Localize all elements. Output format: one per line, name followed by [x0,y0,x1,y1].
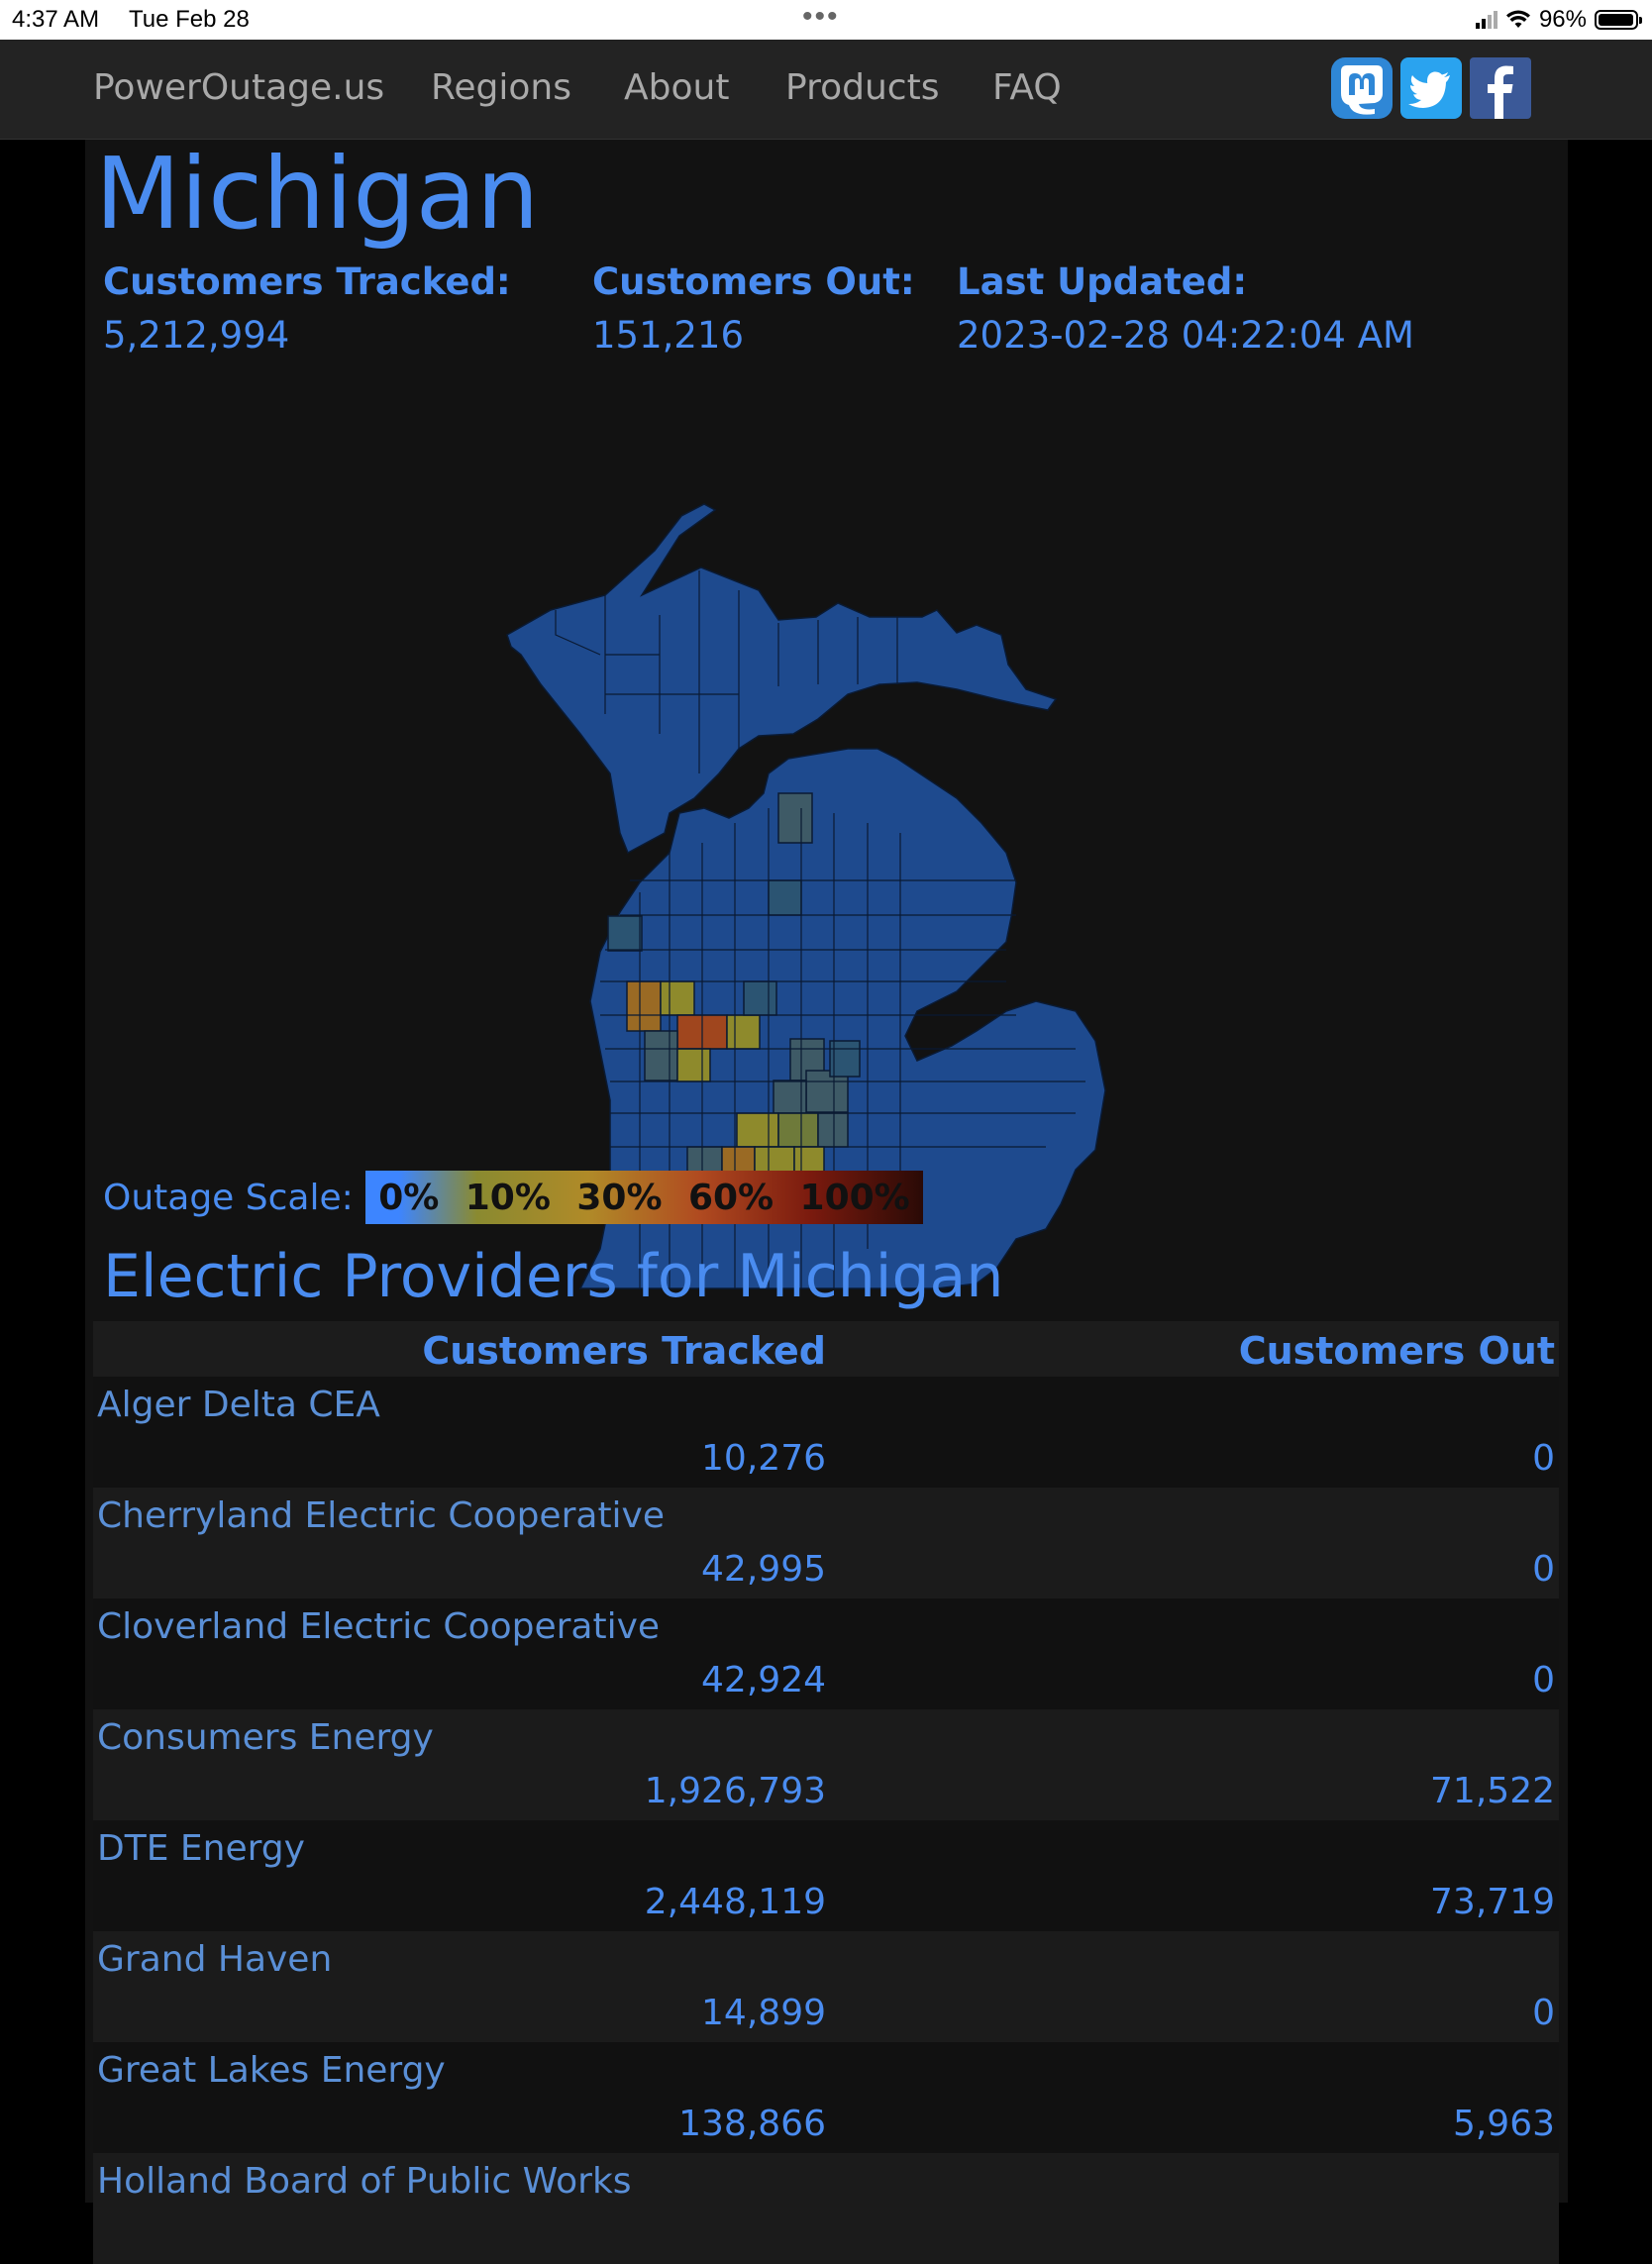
scale-stop-30: 30% [576,1177,663,1218]
multitasking-dots-icon[interactable]: ••• [802,0,840,33]
last-updated-label: Last Updated: [957,260,1248,303]
provider-out: 0 [1532,1549,1555,1590]
scale-stop-60: 60% [687,1177,774,1218]
provider-link[interactable]: Consumers Energy [97,1717,434,1758]
county-st-clair [829,1040,861,1078]
table-row: Grand Haven 14,899 0 [93,1931,1559,2042]
county-kent [644,1030,678,1081]
scale-stop-100: 100% [799,1177,910,1218]
mastodon-icon[interactable] [1331,57,1393,119]
county-mason [607,915,643,952]
table-row: DTE Energy 2,448,119 73,719 [93,1820,1559,1931]
provider-out: 71,522 [1430,1771,1555,1811]
customers-tracked-value: 5,212,994 [103,314,290,357]
nav-products-link[interactable]: Products [785,67,940,108]
col-customers-out[interactable]: Customers Out [1238,1329,1555,1373]
nav-about-link[interactable]: About [624,67,730,108]
customers-tracked-label: Customers Tracked: [103,260,511,303]
county-calhoun [736,1112,779,1148]
county-roscommon [768,879,802,916]
provider-tracked: 42,924 [701,1660,826,1700]
outage-scale-bar: 0% 10% 30% 60% 100% [365,1171,923,1224]
last-updated-value: 2023-02-28 04:22:04 AM [957,314,1414,357]
nav-home-link[interactable]: PowerOutage.us [93,67,385,108]
nav-faq-link[interactable]: FAQ [992,67,1062,108]
county-wayne [817,1112,849,1148]
provider-tracked: 42,995 [701,1549,826,1590]
table-row: Holland Board of Public Works [93,2153,1559,2264]
top-navbar: PowerOutage.us Regions About Products FA… [0,40,1652,140]
table-row: Great Lakes Energy 138,866 5,963 [93,2042,1559,2153]
provider-tracked: 14,899 [701,1993,826,2033]
provider-tracked: 2,448,119 [644,1882,826,1922]
provider-out: 5,963 [1452,2104,1555,2144]
provider-out: 0 [1532,1438,1555,1479]
provider-tracked: 138,866 [678,2104,826,2144]
main-panel: Michigan Customers Tracked: 5,212,994 Cu… [85,136,1568,2264]
provider-out: 73,719 [1430,1882,1555,1922]
customers-out-label: Customers Out: [592,260,915,303]
status-date: Tue Feb 28 [129,6,250,33]
provider-link[interactable]: Great Lakes Energy [97,2050,446,2091]
scale-stop-10: 10% [465,1177,551,1218]
customers-out-value: 151,216 [592,314,745,357]
provider-link[interactable]: DTE Energy [97,1828,305,1869]
scale-stop-0: 0% [378,1177,440,1218]
battery-percent: 96% [1538,6,1587,33]
provider-tracked: 10,276 [701,1438,826,1479]
wifi-icon [1505,10,1530,28]
county-cheboygan [777,792,813,844]
outage-map[interactable] [422,358,1313,1308]
provider-link[interactable]: Grand Haven [97,1939,333,1980]
upper-peninsula [506,503,1058,855]
provider-link[interactable]: Cherryland Electric Cooperative [97,1495,666,1536]
county-ionia [676,1048,711,1082]
page-title: Michigan [95,136,540,252]
provider-out: 0 [1532,1660,1555,1700]
providers-heading: Electric Providers for Michigan [103,1242,1004,1311]
county-gratiot [726,1014,761,1050]
cellular-signal-icon [1475,11,1497,29]
col-customers-tracked[interactable]: Customers Tracked [422,1329,826,1373]
status-bar: 4:37 AM Tue Feb 28 ••• 96% [0,0,1652,40]
provider-tracked: 1,926,793 [644,1771,826,1811]
table-row: Alger Delta CEA 10,276 0 [93,1377,1559,1488]
county-isabella [743,980,777,1016]
table-row: Cloverland Electric Cooperative 42,924 0 [93,1598,1559,1709]
nav-regions-link[interactable]: Regions [431,67,571,108]
county-newaygo [626,980,662,1032]
table-row: Cherryland Electric Cooperative 42,995 0 [93,1488,1559,1598]
provider-link[interactable]: Cloverland Electric Cooperative [97,1606,661,1647]
provider-link[interactable]: Holland Board of Public Works [97,2161,632,2202]
outage-scale-label: Outage Scale: [103,1178,354,1218]
twitter-icon[interactable] [1400,57,1462,119]
status-time: 4:37 AM [12,6,100,33]
table-header: Customers Tracked Customers Out [93,1321,1559,1377]
battery-icon [1595,10,1642,30]
county-mecosta [660,980,695,1016]
table-row: Consumers Energy 1,926,793 71,522 [93,1709,1559,1820]
provider-link[interactable]: Alger Delta CEA [97,1385,380,1425]
provider-out: 0 [1532,1993,1555,2033]
providers-table: Customers Tracked Customers Out Alger De… [93,1321,1559,2264]
county-jackson [777,1112,819,1148]
facebook-icon[interactable] [1470,57,1531,119]
